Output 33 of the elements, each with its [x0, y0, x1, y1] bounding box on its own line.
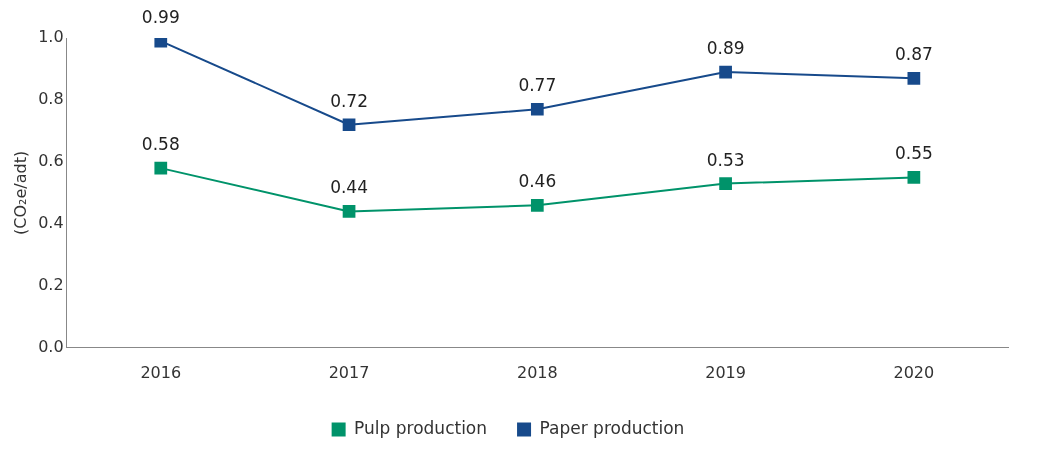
point: [342, 118, 356, 132]
y-tick-label: 0.6: [38, 151, 64, 171]
point: [907, 171, 921, 184]
x-tick-label: 2018: [516, 362, 558, 382]
data-label: 0.55: [894, 143, 933, 164]
legend-label: Paper production: [539, 417, 685, 438]
data-label: 0.99: [141, 7, 180, 28]
y-axis-title: (CO₂e/adt): [10, 150, 30, 235]
y-tick-label: 0.2: [38, 275, 64, 294]
y-tick-label: 0.0: [38, 336, 64, 356]
point: [530, 102, 544, 116]
point: [907, 71, 921, 85]
x-tick-label: 2016: [140, 362, 182, 382]
point: [154, 161, 168, 175]
data-label: 0.72: [330, 90, 368, 111]
y-tick-label: 0.4: [38, 213, 64, 233]
data-label: 0.58: [141, 134, 180, 155]
y-tick-label: 1.0: [38, 27, 64, 47]
data-label: 0.44: [330, 177, 368, 198]
x-tick-label: 2020: [893, 362, 935, 382]
point: [530, 198, 544, 212]
point: [342, 205, 356, 218]
data-label: 0.89: [706, 38, 745, 58]
y-tick-label: 0.8: [38, 89, 64, 109]
data-label: 0.53: [706, 149, 745, 170]
point: [719, 65, 732, 79]
data-label: 0.46: [518, 171, 557, 192]
data-label: 0.87: [894, 44, 933, 65]
legend-label: Pulp production: [354, 417, 488, 438]
x-tick-label: 2017: [328, 362, 370, 382]
point: [719, 177, 732, 190]
x-tick-label: 2019: [705, 362, 746, 382]
data-label: 0.77: [518, 75, 557, 96]
